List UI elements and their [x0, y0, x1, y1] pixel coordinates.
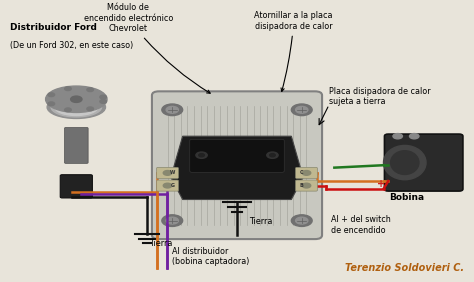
FancyBboxPatch shape [60, 175, 92, 198]
Text: Atornillar a la placa
disipadora de calor: Atornillar a la placa disipadora de calo… [255, 11, 333, 91]
Circle shape [302, 183, 311, 188]
Circle shape [296, 106, 308, 113]
FancyBboxPatch shape [384, 134, 463, 191]
Circle shape [302, 171, 311, 175]
Ellipse shape [47, 96, 106, 118]
Text: (De un Ford 302, en este caso): (De un Ford 302, en este caso) [10, 41, 133, 50]
Text: B: B [300, 183, 304, 188]
Polygon shape [171, 136, 303, 200]
FancyBboxPatch shape [156, 168, 178, 179]
Circle shape [64, 87, 71, 91]
FancyBboxPatch shape [296, 168, 318, 179]
Text: G: G [170, 183, 174, 188]
Circle shape [163, 183, 172, 188]
Ellipse shape [51, 98, 101, 117]
Text: Terenzio Soldovieri C.: Terenzio Soldovieri C. [345, 263, 464, 273]
FancyBboxPatch shape [64, 127, 88, 163]
Text: +: + [377, 179, 385, 189]
Circle shape [166, 106, 178, 113]
Text: Tierra: Tierra [150, 239, 173, 248]
Ellipse shape [383, 146, 426, 180]
FancyBboxPatch shape [190, 139, 284, 172]
FancyBboxPatch shape [296, 180, 318, 191]
Circle shape [199, 154, 204, 157]
FancyBboxPatch shape [156, 180, 178, 191]
Circle shape [48, 93, 55, 96]
Text: W: W [170, 170, 175, 175]
Circle shape [410, 134, 419, 139]
Circle shape [48, 102, 55, 106]
Circle shape [270, 154, 275, 157]
Text: Bobina: Bobina [390, 193, 425, 202]
Circle shape [100, 100, 107, 103]
Text: Al distribuidor
(bobina captadora): Al distribuidor (bobina captadora) [172, 247, 249, 266]
Circle shape [87, 107, 93, 111]
Text: C: C [300, 170, 303, 175]
Circle shape [162, 215, 182, 226]
Ellipse shape [55, 99, 98, 116]
Text: Módulo de
encendido electrónico
Chevrolet: Módulo de encendido electrónico Chevrole… [83, 3, 210, 93]
Circle shape [166, 217, 178, 224]
Circle shape [393, 134, 402, 139]
Circle shape [162, 104, 182, 116]
Circle shape [163, 171, 172, 175]
Circle shape [64, 108, 71, 112]
Circle shape [292, 215, 312, 226]
Ellipse shape [46, 86, 107, 113]
Circle shape [87, 88, 93, 92]
Circle shape [292, 104, 312, 116]
Text: Placa disipadora de calor
sujeta a tierra: Placa disipadora de calor sujeta a tierr… [329, 87, 431, 106]
Ellipse shape [391, 151, 419, 175]
Text: Distribuidor Ford: Distribuidor Ford [10, 23, 97, 32]
FancyBboxPatch shape [152, 91, 322, 239]
Circle shape [267, 152, 278, 158]
Text: Al + del switch
de encendido: Al + del switch de encendido [330, 215, 390, 235]
Circle shape [196, 152, 207, 158]
Circle shape [71, 96, 82, 102]
Text: Tierra: Tierra [249, 217, 272, 226]
Circle shape [100, 95, 107, 99]
Circle shape [296, 217, 308, 224]
